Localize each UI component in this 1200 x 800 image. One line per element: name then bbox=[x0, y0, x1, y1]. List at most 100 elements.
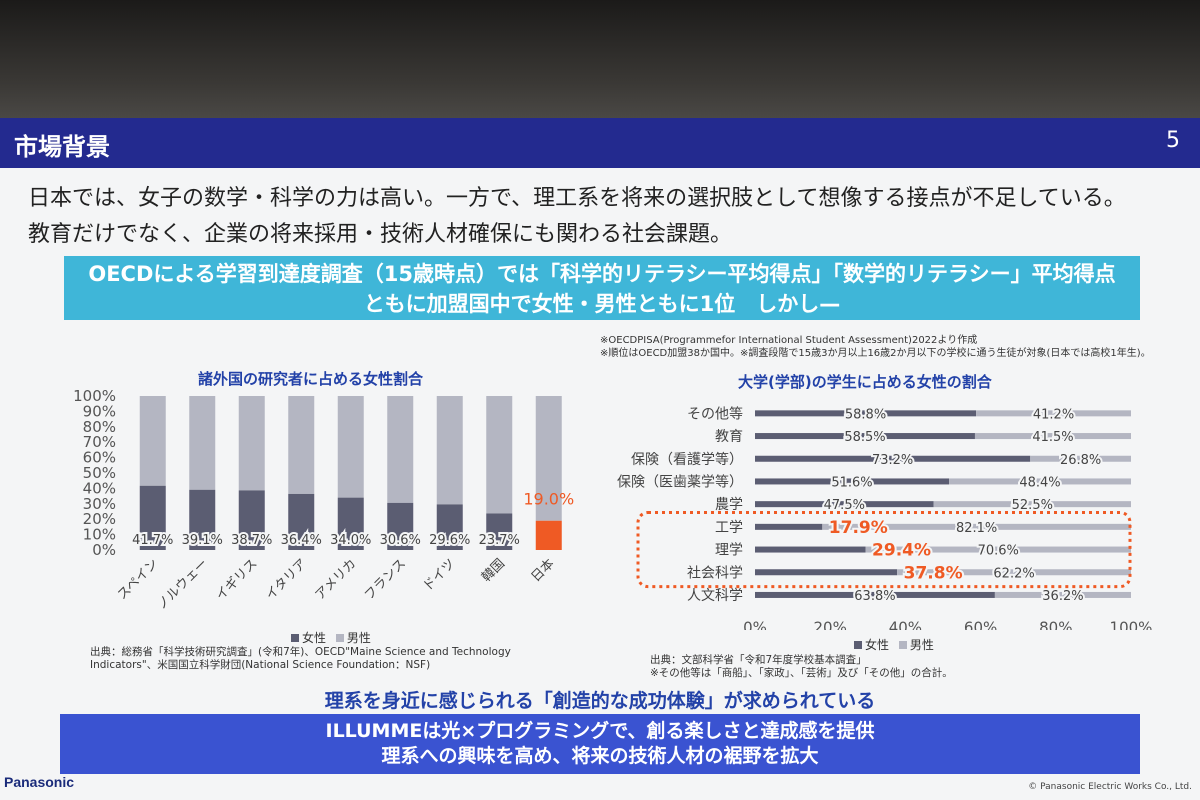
male-value-label: 26.8% bbox=[1060, 453, 1101, 468]
male-bar bbox=[238, 396, 265, 491]
left-chart-title: 諸外国の研究者に占める女性割合 bbox=[198, 370, 424, 388]
pisa-banner: OECDによる学習到達度調査（15歳時点）では「科学的リテラシー平均得点」「数学… bbox=[64, 256, 1140, 320]
female-value-label: 73.2% bbox=[872, 453, 913, 468]
y-tick-label: 10% bbox=[83, 526, 116, 544]
female-legend-swatch bbox=[291, 634, 299, 642]
x-category-label: イギリス bbox=[213, 556, 260, 603]
illumme-banner: ILLUMMEは光×プログラミングで、創る楽しさと達成感を提供 理系への興味を高… bbox=[60, 714, 1140, 774]
x-tick-label: 100% bbox=[1110, 618, 1153, 630]
y-category-label: 社会科学 bbox=[687, 565, 743, 581]
x-category-label: 韓国 bbox=[479, 556, 508, 585]
female-value-label: 41.7% bbox=[132, 533, 173, 548]
female-value-label: 63.8% bbox=[854, 589, 895, 604]
slide-title: 市場背景 bbox=[14, 133, 110, 161]
right-chart-title: 大学(学部)の学生に占める女性の割合 bbox=[738, 373, 992, 391]
male-value-label: 82.1% bbox=[956, 521, 997, 536]
female-legend-label: 女性 bbox=[302, 631, 327, 645]
presentation-slide: 市場背景 5 日本では、女子の数学・科学の力は高い。一方で、理工系を将来の選択肢… bbox=[0, 118, 1200, 800]
y-tick-label: 100% bbox=[73, 388, 116, 405]
left-chart-source: 出典：総務省「科学技術研究調査」(令和7年)、OECD"Maine Scienc… bbox=[90, 646, 511, 671]
x-category-label: ドイツ bbox=[420, 556, 458, 594]
male-value-label: 52.5% bbox=[1012, 498, 1053, 513]
headline-1: 日本では、女子の数学・科学の力は高い。一方で、理工系を将来の選択肢として想像する… bbox=[28, 186, 1126, 211]
male-bar bbox=[288, 396, 315, 494]
male-bar bbox=[897, 569, 1131, 576]
y-category-label: 人文科学 bbox=[687, 588, 743, 604]
male-bar bbox=[535, 396, 562, 521]
x-tick-label: 40% bbox=[889, 618, 922, 630]
female-bar bbox=[535, 520, 562, 550]
y-tick-label: 50% bbox=[83, 464, 116, 482]
male-bar bbox=[1030, 455, 1131, 462]
researcher-female-ratio-chart: 0%10%20%30%40%50%60%70%80%90%100% 41.7% スペ… bbox=[73, 388, 574, 613]
y-category-label: 教育 bbox=[715, 429, 743, 445]
y-category-label: 保険（医歯薬学等） bbox=[617, 473, 743, 490]
male-bar bbox=[949, 478, 1131, 485]
female-value-label: 39.1% bbox=[182, 533, 223, 548]
male-bar bbox=[387, 396, 414, 503]
female-value-label: 58.5% bbox=[844, 430, 885, 445]
x-tick-label: 60% bbox=[964, 618, 997, 630]
x-tick-label: 0% bbox=[743, 618, 767, 630]
x-tick-label: 80% bbox=[1039, 618, 1072, 630]
female-value-label: 38.7% bbox=[231, 533, 272, 548]
title-bar: 市場背景 5 bbox=[0, 118, 1200, 168]
right-chart-legend: 女性 男性 bbox=[848, 636, 934, 653]
female-legend-label: 女性 bbox=[865, 638, 890, 652]
y-tick-label: 60% bbox=[83, 449, 116, 467]
female-value-label: 37.8% bbox=[904, 563, 963, 583]
female-value-label: 17.9% bbox=[829, 518, 888, 538]
university-female-ratio-chart: その他等 58.8% 41.2% 教育 58.5% 41.5% 保険（看護学等） 73.2% 2… bbox=[617, 405, 1153, 630]
y-tick-label: 70% bbox=[83, 433, 116, 451]
male-value-label: 41.2% bbox=[1033, 407, 1074, 422]
y-tick-label: 90% bbox=[83, 402, 116, 420]
male-value-label: 48.4% bbox=[1019, 475, 1060, 490]
male-legend-swatch bbox=[898, 641, 907, 649]
x-category-label: ノルウェー bbox=[154, 556, 211, 613]
y-tick-label: 80% bbox=[83, 418, 116, 436]
x-category-label: スペイン bbox=[115, 556, 162, 603]
female-value-label: 30.6% bbox=[380, 533, 421, 548]
banner-line-1: OECDによる学習到達度調査（15歳時点）では「科学的リテラシー平均得点」「数学… bbox=[88, 262, 1116, 286]
female-bar bbox=[288, 493, 315, 550]
male-bar bbox=[974, 433, 1131, 440]
x-category-label: 日本 bbox=[529, 556, 558, 585]
headline-2: 教育だけでなく、企業の将来採用・技術人材確保にも関わる社会課題。 bbox=[28, 222, 733, 247]
y-category-label: 農学 bbox=[715, 497, 743, 513]
female-bar bbox=[755, 546, 866, 553]
female-bar bbox=[337, 497, 364, 550]
female-bar bbox=[755, 569, 898, 576]
right-chart-source: 出典：文部科学省「令和7年度学校基本調査」 ※その他等は「商船」、「家政」、「芸… bbox=[650, 654, 953, 679]
female-bar bbox=[755, 433, 975, 440]
female-legend-swatch bbox=[854, 641, 862, 649]
female-bar bbox=[755, 455, 1031, 462]
male-bar bbox=[337, 396, 364, 498]
female-value-label: 29.6% bbox=[429, 533, 470, 548]
female-value-label: 34.0% bbox=[330, 533, 371, 548]
y-tick-label: 30% bbox=[83, 495, 116, 513]
female-value-label: 58.8% bbox=[845, 407, 886, 422]
male-value-label: 62.2% bbox=[993, 566, 1034, 581]
female-value-label: 19.0% bbox=[523, 490, 574, 509]
panasonic-logo: Panasonic bbox=[4, 774, 75, 790]
x-tick-label: 20% bbox=[814, 618, 847, 630]
female-bar bbox=[755, 523, 823, 530]
female-bar bbox=[436, 504, 463, 550]
female-bar bbox=[139, 485, 166, 550]
y-category-label: 理学 bbox=[715, 543, 743, 559]
female-bar bbox=[387, 502, 414, 550]
banner-line-2: ともに加盟国中で女性・男性ともに1位 しかし— bbox=[363, 292, 841, 316]
female-value-label: 23.7% bbox=[479, 533, 520, 548]
y-tick-label: 0% bbox=[92, 541, 116, 559]
male-bar bbox=[436, 396, 463, 505]
male-legend-label: 男性 bbox=[909, 638, 934, 652]
x-category-label: フランス bbox=[362, 556, 409, 603]
female-value-label: 29.4% bbox=[872, 541, 931, 561]
male-legend-label: 男性 bbox=[346, 631, 371, 645]
copyright: © Panasonic Electric Works Co., Ltd. bbox=[1028, 782, 1192, 792]
male-value-label: 36.2% bbox=[1042, 589, 1083, 604]
male-bar bbox=[139, 396, 166, 486]
bottom-line-1: ILLUMMEは光×プログラミングで、創る楽しさと達成感を提供 bbox=[325, 720, 875, 742]
callout-text: 理系を身近に感じられる「創造的な成功体験」が求められている bbox=[324, 690, 876, 712]
ceiling-background bbox=[0, 0, 1200, 118]
